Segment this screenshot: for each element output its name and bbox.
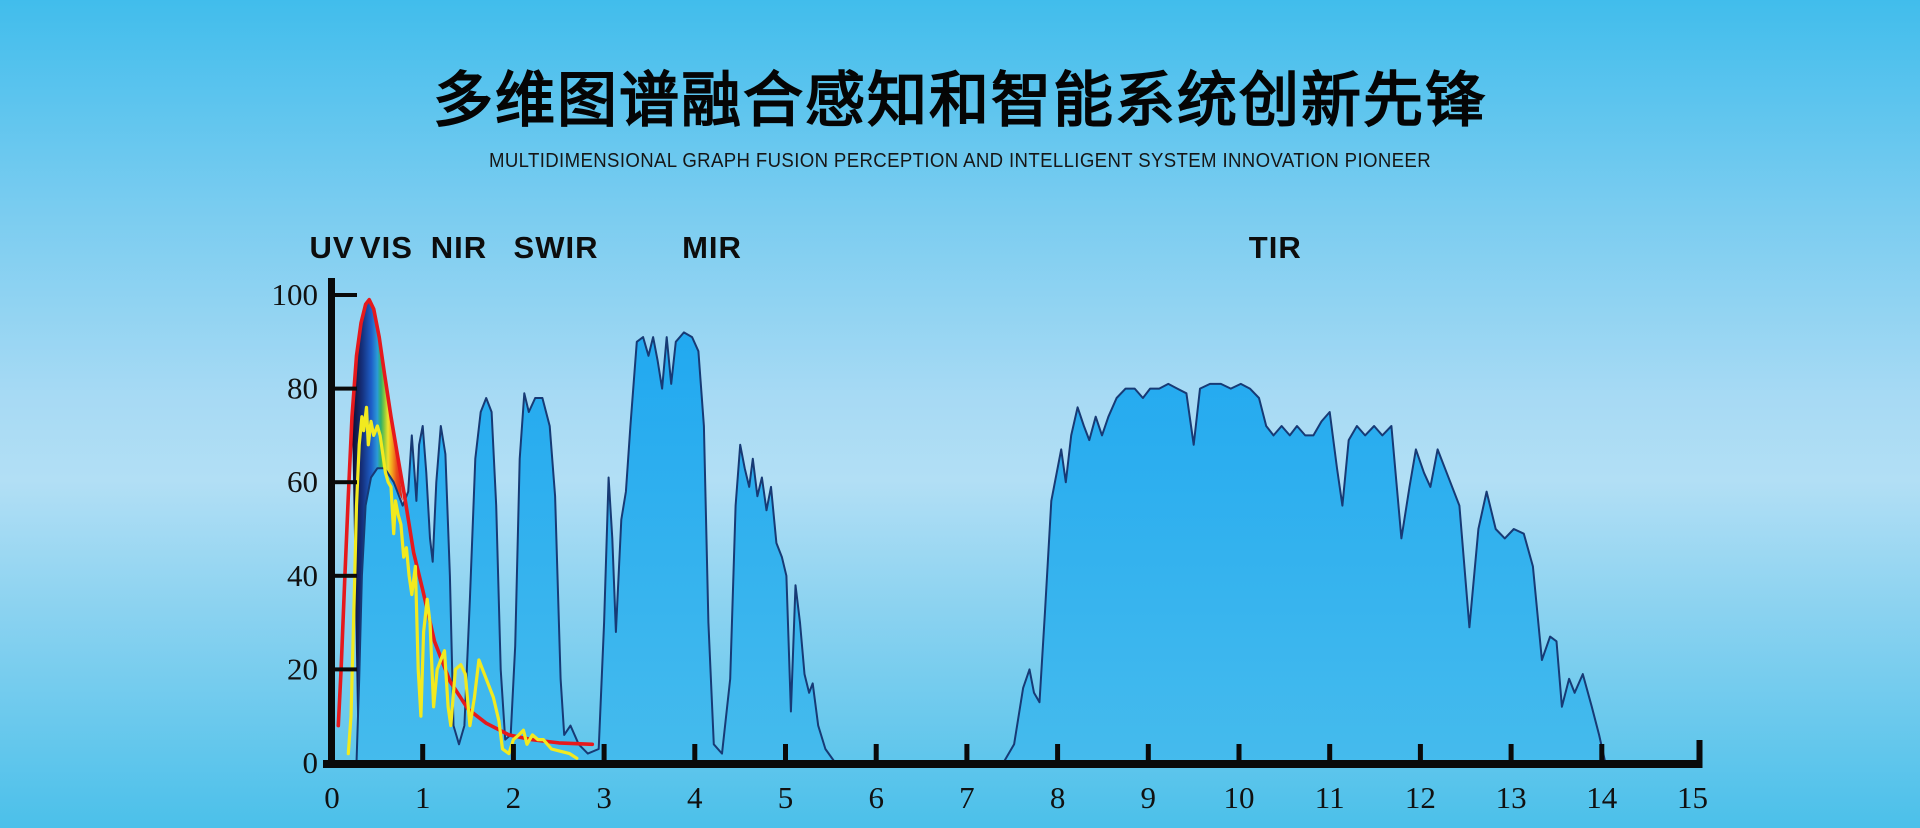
x-tick [692,744,698,760]
x-tick-label: 12 [1405,780,1436,815]
x-tick-label: 8 [1050,780,1066,815]
page-title: 多维图谱融合感知和智能系统创新先锋 [433,67,1487,134]
x-tick-label: 1 [415,780,431,815]
y-tick [335,667,357,672]
blackbody-envelope-curve [336,297,595,747]
band-label-mir: MIR [682,230,742,265]
x-tick-label: 11 [1315,780,1345,815]
x-axis-line [323,760,1703,768]
x-tick-label: 0 [324,780,340,815]
x-tick [1599,744,1605,760]
y-tick-label: 20 [287,651,318,686]
band-label-swir: SWIR [514,230,599,265]
x-tick-label: 7 [959,780,975,815]
x-tick-label: 2 [506,780,522,815]
x-tick [783,744,788,760]
y-tick-label: 0 [303,745,319,780]
band-label-nir: NIR [431,230,487,265]
x-tick-label: 5 [778,780,794,815]
x-tick-label: 14 [1586,780,1618,815]
y-tick-label: 40 [287,558,318,593]
x-tick-label: 13 [1496,780,1527,815]
page-subtitle: MULTIDIMENSIONAL GRAPH FUSION PERCEPTION… [488,150,1432,172]
x-tick [1236,744,1242,760]
y-tick [335,293,357,297]
y-tick [335,386,357,391]
transmission-windows-fill [332,332,1693,763]
x-tick [964,744,970,760]
band-label-uv: UV [309,230,354,265]
x-tick-label: 3 [596,780,612,815]
x-tick-label: 4 [687,780,703,815]
band-label-vis: VIS [360,230,413,265]
x-axis-end-hook [1696,740,1703,760]
y-tick-label: 60 [287,464,318,499]
x-tick [873,744,879,760]
y-tick [335,573,357,578]
x-tick-label: 10 [1224,780,1255,815]
x-tick [1327,744,1333,760]
y-tick-label: 100 [272,277,319,312]
band-label-tir: TIR [1249,230,1302,265]
solar-spectrum-curve [346,405,579,760]
x-tick-label: 9 [1141,780,1157,815]
x-tick-label: 6 [868,780,884,815]
x-tick [510,744,516,760]
x-tick [601,744,607,760]
x-tick [420,744,426,760]
y-tick-label: 80 [287,371,318,406]
x-tick [1055,744,1061,760]
y-axis-line [328,278,335,768]
visible-spectrum-rainbow-peak [352,299,403,735]
x-tick [1145,744,1151,760]
transmission-windows-outline [331,331,1694,764]
y-tick [335,480,357,485]
x-tick-label: 15 [1677,780,1708,815]
x-tick [1508,744,1514,760]
x-tick [1417,744,1423,760]
